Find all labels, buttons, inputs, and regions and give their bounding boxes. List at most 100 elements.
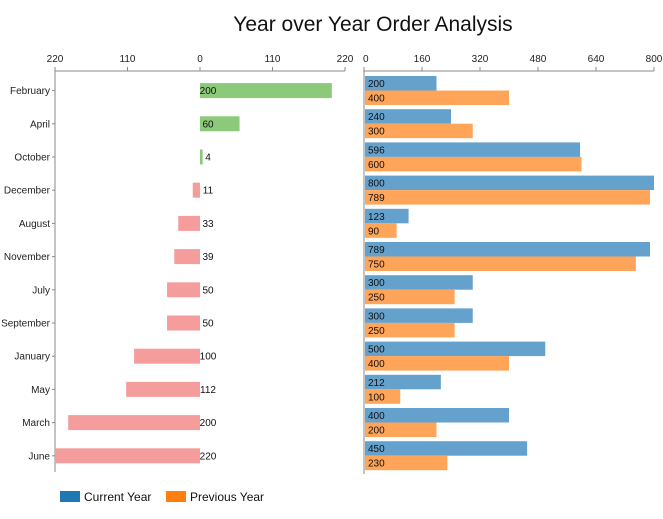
difference-value-label: 33 <box>202 219 214 230</box>
current-year-bar <box>365 341 546 357</box>
difference-value-label: 50 <box>202 319 214 330</box>
previous-year-bar <box>365 455 448 471</box>
previous-year-bar <box>365 190 651 205</box>
current-year-value-label: 400 <box>368 411 385 422</box>
difference-bar <box>55 448 200 464</box>
previous-year-bar <box>365 389 401 404</box>
difference-value-label: 60 <box>202 119 214 130</box>
category-label: August <box>19 219 50 230</box>
current-year-bar <box>365 142 581 157</box>
current-year-value-label: 300 <box>368 311 385 322</box>
difference-x-tick-label: 220 <box>47 54 64 65</box>
previous-year-bar <box>365 90 509 105</box>
previous-year-value-label: 250 <box>368 293 385 304</box>
difference-value-label: 50 <box>202 285 214 296</box>
current-year-value-label: 123 <box>368 212 385 223</box>
comparison-x-tick-label: 800 <box>646 54 663 65</box>
current-year-value-label: 240 <box>368 112 385 123</box>
difference-value-label: 11 <box>203 186 214 197</box>
category-label: January <box>14 352 50 363</box>
difference-bar <box>174 249 200 265</box>
previous-year-bar <box>365 422 437 437</box>
difference-value-label: 220 <box>200 451 217 462</box>
current-year-bar <box>365 242 651 257</box>
difference-bar <box>167 282 200 298</box>
previous-year-value-label: 600 <box>368 160 385 171</box>
category-label: October <box>14 153 50 164</box>
current-year-value-label: 596 <box>368 145 385 156</box>
legend-label: Previous Year <box>190 490 264 504</box>
previous-year-bar <box>365 156 582 172</box>
difference-value-label: 200 <box>200 418 217 429</box>
difference-panel: 220 110 0 110 220 February 200 April 60 October 4 D… <box>1 54 354 472</box>
previous-year-bar <box>365 223 397 238</box>
current-year-value-label: 300 <box>368 278 385 289</box>
previous-year-value-label: 90 <box>368 226 380 237</box>
category-label: February <box>10 86 50 97</box>
current-year-bar <box>365 109 451 124</box>
legend-swatch <box>60 491 80 502</box>
category-label: December <box>4 186 51 197</box>
current-year-bar <box>365 175 654 191</box>
category-label: April <box>30 119 50 130</box>
difference-value-label: 100 <box>200 352 217 363</box>
previous-year-value-label: 200 <box>368 426 385 437</box>
difference-bar <box>134 348 200 364</box>
current-year-bar <box>365 374 441 390</box>
current-year-bar <box>365 308 473 323</box>
difference-bar <box>167 315 200 331</box>
current-year-bar <box>365 208 409 224</box>
chart-title: Year over Year Order Analysis <box>233 13 512 36</box>
category-label: May <box>31 385 50 396</box>
difference-value-label: 200 <box>200 86 217 97</box>
current-year-value-label: 450 <box>368 444 385 455</box>
difference-value-label: 4 <box>205 153 211 164</box>
previous-year-value-label: 230 <box>368 459 385 470</box>
comparison-x-tick-label: 480 <box>530 54 547 65</box>
difference-bar <box>192 182 200 198</box>
current-year-value-label: 500 <box>368 345 385 356</box>
previous-year-value-label: 750 <box>368 260 385 271</box>
current-year-value-label: 789 <box>368 245 385 256</box>
difference-x-tick-label: 0 <box>197 54 203 65</box>
previous-year-value-label: 100 <box>368 392 385 403</box>
difference-x-tick-label: 220 <box>337 54 354 65</box>
legend: Current Year Previous Year <box>60 490 264 504</box>
previous-year-bar <box>365 289 455 305</box>
difference-x-tick-label: 110 <box>120 54 136 65</box>
difference-bar <box>200 83 332 99</box>
current-year-value-label: 212 <box>368 378 385 389</box>
previous-year-value-label: 300 <box>368 127 385 138</box>
comparison-panel: 0 160 320 480 640 800 200 400 240 300 596 600 800 789… <box>363 54 663 474</box>
current-year-bar <box>365 441 528 456</box>
previous-year-value-label: 250 <box>368 326 385 337</box>
current-year-value-label: 200 <box>368 79 385 90</box>
current-year-bar <box>365 76 437 91</box>
comparison-x-tick-label: 0 <box>363 54 369 65</box>
previous-year-bar <box>365 356 509 371</box>
difference-bar <box>200 149 203 165</box>
current-year-bar <box>365 408 509 423</box>
legend-swatch <box>166 491 186 502</box>
previous-year-value-label: 400 <box>368 359 385 370</box>
comparison-x-tick-label: 320 <box>472 54 489 65</box>
previous-year-bar <box>365 256 636 271</box>
previous-year-bar <box>365 322 455 338</box>
difference-bar <box>200 116 240 132</box>
comparison-x-tick-label: 160 <box>414 54 431 65</box>
current-year-value-label: 800 <box>368 179 385 190</box>
category-label: March <box>22 418 50 429</box>
category-label: June <box>28 451 50 462</box>
difference-value-label: 39 <box>202 252 214 263</box>
current-year-bar <box>365 275 473 290</box>
previous-year-value-label: 789 <box>368 193 385 204</box>
previous-year-value-label: 400 <box>368 94 385 105</box>
category-label: November <box>4 252 51 263</box>
comparison-x-tick-label: 640 <box>588 54 605 65</box>
category-label: September <box>1 319 51 330</box>
difference-bar <box>126 381 200 397</box>
difference-x-tick-label: 110 <box>265 54 281 65</box>
legend-label: Current Year <box>84 490 151 504</box>
difference-bar <box>68 415 200 431</box>
